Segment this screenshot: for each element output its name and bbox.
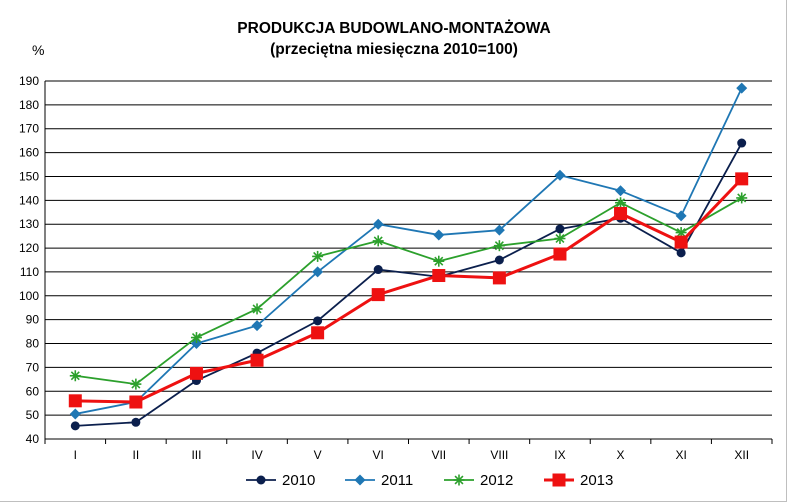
- y-tick-label: 160: [19, 146, 39, 160]
- series-line-2010: [75, 142, 743, 427]
- x-tick-label: XII: [734, 448, 749, 462]
- legend-marker-2013: [552, 473, 566, 487]
- point-2012: [312, 250, 324, 262]
- point-2012: [372, 235, 384, 247]
- x-tick-label: XI: [675, 448, 686, 462]
- point-2013: [735, 172, 749, 186]
- series-line-2013: [75, 177, 743, 404]
- point-2012: [736, 192, 748, 204]
- x-tick-label: IV: [251, 448, 262, 462]
- legend-label-2012: 2012: [480, 472, 513, 489]
- point-2011: [615, 185, 627, 197]
- x-tick-label: III: [191, 448, 201, 462]
- y-tick-label: 150: [19, 169, 39, 183]
- point-2011: [736, 82, 748, 94]
- y-tick-label: 170: [19, 122, 39, 136]
- y-tick-label: 100: [19, 289, 39, 303]
- x-tick-label: IX: [554, 448, 565, 462]
- point-2013: [614, 206, 628, 220]
- legend-label-2010: 2010: [282, 472, 315, 489]
- legend-marker-2012: [453, 474, 465, 486]
- point-2011: [251, 320, 263, 332]
- y-tick-label: 190: [19, 74, 39, 88]
- point-2010: [70, 421, 80, 431]
- point-2010: [373, 265, 383, 275]
- point-2013: [129, 395, 143, 409]
- point-2011: [554, 169, 566, 181]
- point-2012: [251, 303, 263, 315]
- legend-marker-2010: [256, 475, 266, 485]
- point-2012: [615, 197, 627, 209]
- point-2011: [312, 266, 324, 278]
- y-tick-label: 120: [19, 241, 39, 255]
- x-tick-label: V: [314, 448, 322, 462]
- point-2010: [131, 417, 141, 427]
- y-tick-label: 40: [26, 432, 40, 446]
- point-2011: [433, 229, 445, 241]
- x-tick-label: VIII: [490, 448, 508, 462]
- point-2013: [432, 269, 446, 283]
- point-2011: [675, 210, 687, 222]
- y-tick-label: 80: [26, 337, 40, 351]
- x-tick-label: VII: [431, 448, 446, 462]
- legend-label-2011: 2011: [381, 472, 413, 489]
- x-tick-label: X: [617, 448, 625, 462]
- y-tick-label: 140: [19, 193, 39, 207]
- point-2010: [313, 316, 323, 326]
- chart-subtitle: (przeciętna miesięczna 2010=100): [270, 41, 518, 58]
- y-axis-label: %: [32, 42, 45, 58]
- point-2013: [371, 288, 385, 302]
- x-tick-label: II: [133, 448, 140, 462]
- y-tick-label: 110: [20, 265, 39, 279]
- point-2012: [190, 332, 202, 344]
- x-tick-label: VI: [373, 448, 384, 462]
- point-2013: [492, 271, 506, 285]
- point-2010: [737, 138, 747, 148]
- y-tick-label: 60: [26, 384, 40, 398]
- point-2012: [69, 370, 81, 382]
- legend-marker-2011: [354, 474, 366, 486]
- point-2011: [69, 408, 81, 420]
- y-tick-label: 130: [19, 217, 39, 231]
- x-tick-label: I: [74, 448, 77, 462]
- point-2010: [555, 224, 565, 234]
- series-line-2012: [75, 197, 743, 386]
- point-2013: [250, 353, 264, 367]
- point-2010: [676, 248, 686, 258]
- y-tick-label: 70: [26, 360, 40, 374]
- point-2013: [68, 394, 82, 408]
- series-line-2011: [75, 87, 743, 415]
- y-tick-label: 180: [19, 98, 39, 112]
- point-2012: [554, 233, 566, 245]
- legend-label-2013: 2013: [580, 472, 613, 489]
- point-2013: [311, 326, 325, 340]
- y-tick-label: 50: [26, 408, 40, 422]
- y-tick-label: 90: [26, 313, 40, 327]
- point-2011: [372, 218, 384, 230]
- point-2012: [130, 378, 142, 390]
- point-2011: [493, 224, 505, 236]
- chart-title: PRODUKCJA BUDOWLANO-MONTAŻOWA: [237, 20, 551, 37]
- point-2012: [433, 255, 445, 267]
- point-2013: [189, 366, 203, 380]
- point-2013: [553, 247, 567, 261]
- point-2013: [674, 235, 688, 249]
- point-2012: [493, 240, 505, 252]
- point-2010: [494, 255, 504, 265]
